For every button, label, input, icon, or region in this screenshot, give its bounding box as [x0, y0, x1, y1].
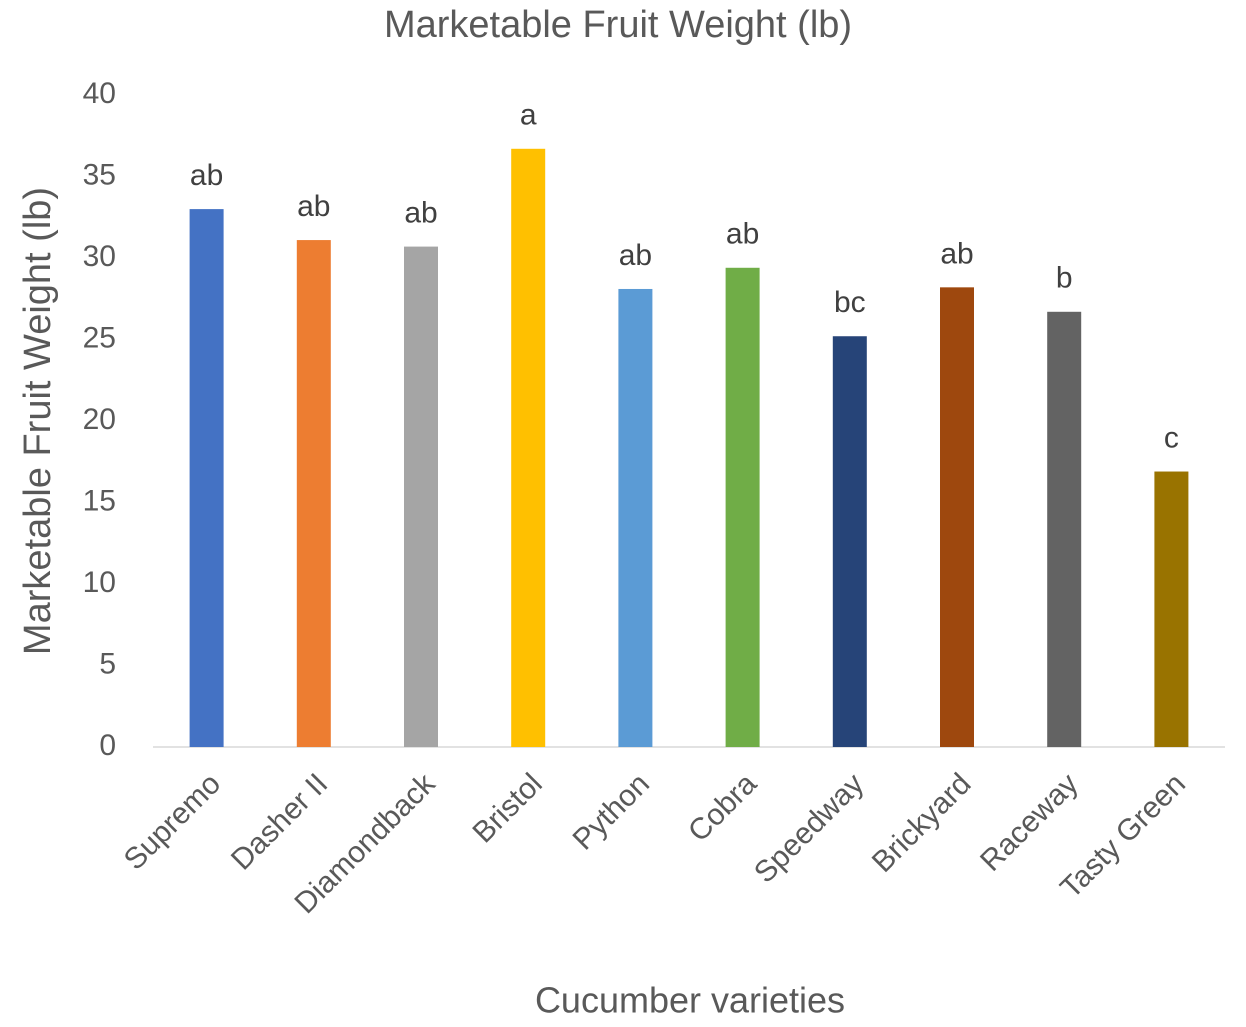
annotation: a [520, 99, 537, 132]
bar [725, 267, 760, 747]
chart-title: Marketable Fruit Weight (lb) [384, 4, 852, 46]
y-axis-label: Marketable Fruit Weight (lb) [17, 187, 59, 655]
x-tick-label: Bristol [466, 767, 548, 849]
x-tick-label: Brickyard [866, 767, 978, 879]
bar [511, 148, 546, 748]
y-tick-label: 30 [83, 240, 116, 273]
bar [940, 287, 974, 747]
y-tick-label: 25 [83, 321, 116, 354]
x-tick-label: Speedway [748, 767, 870, 889]
y-tick-label: 10 [83, 566, 116, 599]
x-tick-label: Python [567, 767, 656, 856]
y-tick-label: 20 [83, 403, 116, 436]
annotation: ab [726, 218, 759, 251]
bar [1047, 311, 1082, 747]
annotation: ab [619, 239, 652, 272]
x-tick-label: Supremo [118, 767, 227, 876]
bar [618, 288, 653, 747]
y-tick-label: 40 [83, 77, 116, 110]
annotation: b [1056, 262, 1073, 295]
annotation: ab [940, 237, 973, 270]
y-tick-label: 0 [99, 729, 116, 762]
annotation: ab [297, 190, 330, 223]
bar [832, 336, 867, 747]
bar [404, 246, 438, 747]
bar [296, 240, 331, 747]
y-tick-label: 5 [99, 647, 116, 680]
bar [1154, 471, 1189, 747]
y-tick-label: 35 [83, 158, 116, 191]
annotation: bc [834, 286, 866, 319]
x-tick-label: Cobra [682, 767, 763, 848]
annotation: c [1164, 421, 1179, 454]
x-tick-label: Dasher II [225, 767, 334, 876]
x-axis-label: Cucumber varieties [535, 980, 845, 1021]
annotation: ab [190, 159, 223, 192]
bar [189, 209, 224, 748]
x-tick-label: Raceway [974, 767, 1085, 878]
annotation: ab [404, 197, 437, 230]
y-tick-label: 15 [83, 484, 116, 517]
